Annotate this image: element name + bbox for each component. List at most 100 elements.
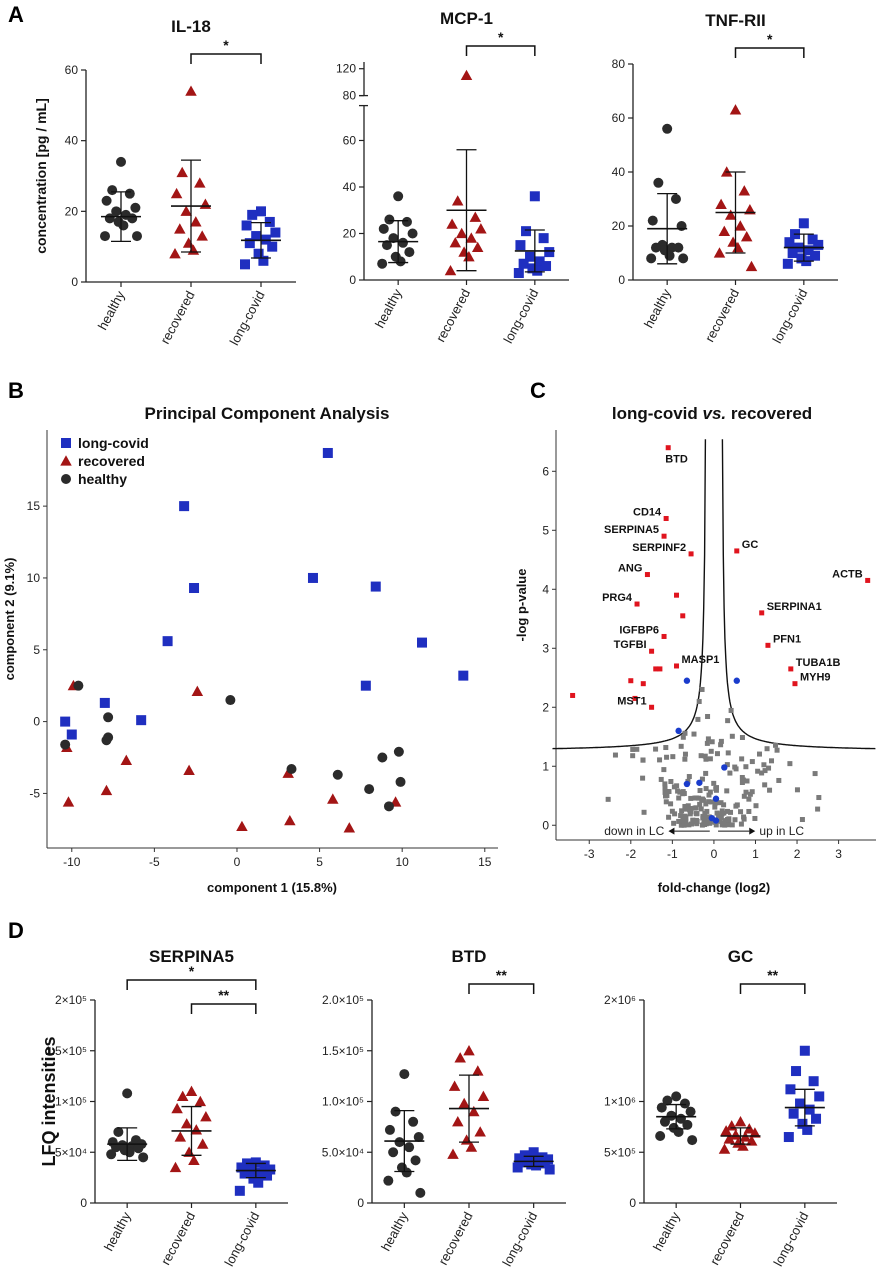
- data-point-healthy: [670, 194, 681, 204]
- significance-label: *: [223, 37, 229, 53]
- nonsig-protein-point: [680, 818, 686, 824]
- pca-point-healthy: [377, 752, 388, 763]
- data-point-healthy: [111, 206, 122, 217]
- nonsig-protein-point: [704, 740, 710, 746]
- data-point-healthy: [393, 191, 404, 202]
- nonsig-protein-point: [697, 801, 703, 807]
- chart-btd: 0 5.0×10⁴ 1.0×10⁵ 1.5×10⁵ 2.0×10⁵ BTD healthy r…: [322, 947, 566, 1269]
- y-tick-label: 1.5×10⁵: [45, 1044, 87, 1058]
- data-point-recovered: [199, 198, 212, 209]
- protein-label: SERPINA1: [767, 601, 822, 613]
- nonsig-protein-point: [698, 806, 704, 812]
- nonsig-protein-point: [640, 775, 646, 781]
- data-point-recovered: [477, 1090, 490, 1102]
- data-point-recovered: [745, 260, 758, 272]
- category-label: recovered: [702, 286, 742, 344]
- data-point-recovered: [729, 1129, 742, 1140]
- data-point-recovered: [169, 247, 181, 259]
- nonsig-protein-point: [701, 820, 707, 826]
- chart-title: Principal Component Analysis: [145, 404, 390, 423]
- pca-point-recovered: [343, 822, 356, 833]
- nonsig-protein-point: [724, 808, 730, 814]
- x-tick-label: 15: [478, 855, 492, 869]
- data-point-healthy: [138, 1152, 149, 1163]
- data-point-long-covid: [814, 1091, 825, 1102]
- y-tick-label: 60: [343, 133, 357, 147]
- data-point-long-covid: [539, 1158, 550, 1169]
- data-point-recovered: [734, 220, 747, 231]
- nonsig-protein-point: [812, 771, 818, 777]
- y-axis-label: -log p-value: [514, 569, 529, 642]
- sig-protein-point: [788, 666, 794, 672]
- nonsig-protein-point: [686, 774, 692, 780]
- nonsig-protein-point: [718, 815, 724, 821]
- nonsig-protein-point: [707, 756, 713, 762]
- nonsig-protein-point: [683, 806, 689, 812]
- nonsig-protein-point: [729, 822, 735, 828]
- category-label: recovered: [158, 1209, 198, 1267]
- data-point-recovered: [196, 1138, 209, 1149]
- data-point-healthy: [408, 1116, 419, 1127]
- legend-label-long-covid: long-covid: [78, 435, 149, 451]
- data-point-long-covid: [258, 255, 269, 266]
- pca-point-long-covid: [417, 637, 428, 648]
- y-tick-label: 10: [27, 571, 41, 585]
- y-tick-label: 0: [80, 1196, 87, 1210]
- nonsig-protein-point: [766, 765, 772, 771]
- data-point-long-covid: [544, 1164, 555, 1175]
- pca-point-long-covid: [66, 729, 77, 740]
- nonsig-protein-point: [678, 822, 684, 828]
- protein-label: ANG: [618, 563, 642, 575]
- nonsig-protein-point: [677, 789, 683, 795]
- nonsig-protein-point: [749, 789, 755, 795]
- highlight-protein-point: [696, 779, 703, 786]
- nonsig-protein-point: [712, 804, 718, 810]
- pca-point-long-covid: [179, 501, 190, 512]
- data-point-long-covid: [807, 234, 818, 245]
- highlight-protein-point: [675, 727, 682, 735]
- data-point-long-covid: [803, 245, 814, 256]
- nonsig-protein-point: [815, 806, 821, 812]
- data-point-long-covid: [262, 1170, 273, 1181]
- category-label: long-covid: [500, 286, 541, 345]
- data-point-recovered: [465, 232, 478, 243]
- y-tick-label: 0: [71, 275, 78, 289]
- data-point-long-covid: [782, 258, 793, 269]
- data-point-recovered: [448, 1080, 461, 1091]
- nonsig-protein-point: [663, 745, 669, 751]
- y-tick-label: 1×10⁶: [604, 1095, 636, 1109]
- nonsig-protein-point: [762, 782, 768, 788]
- data-point-healthy: [384, 1124, 395, 1135]
- y-tick-label: 6: [542, 464, 549, 478]
- data-point-recovered: [444, 264, 457, 276]
- legend-label-healthy: healthy: [78, 471, 127, 487]
- nonsig-protein-point: [653, 746, 659, 752]
- nonsig-protein-point: [769, 758, 775, 764]
- data-point-recovered: [446, 218, 458, 229]
- y-tick-label: 4: [542, 582, 549, 596]
- nonsig-protein-point: [704, 808, 710, 814]
- nonsig-protein-point: [663, 790, 669, 796]
- sig-protein-point: [649, 648, 655, 654]
- nonsig-protein-point: [702, 753, 708, 759]
- highlight-protein-point: [733, 677, 740, 684]
- pca-point-long-covid: [189, 583, 200, 594]
- pca-point-recovered: [120, 754, 133, 765]
- data-point-healthy: [390, 1106, 401, 1117]
- data-point-healthy: [397, 237, 408, 248]
- data-point-healthy: [673, 242, 684, 253]
- data-point-healthy: [116, 156, 126, 167]
- category-label: long-covid: [770, 1209, 811, 1268]
- nonsig-protein-point: [761, 762, 767, 768]
- data-point-long-covid: [253, 1177, 264, 1188]
- pca-point-healthy: [395, 776, 406, 787]
- nonsig-protein-point: [678, 813, 684, 819]
- nonsig-protein-point: [725, 817, 731, 823]
- pca-point-healthy: [60, 739, 71, 750]
- pca-point-recovered: [191, 685, 204, 697]
- nonsig-protein-point: [739, 734, 745, 740]
- nonsig-protein-point: [709, 799, 715, 805]
- y-tick-label: 120: [336, 62, 356, 76]
- data-point-healthy: [685, 1106, 696, 1117]
- significance-label: *: [189, 963, 195, 979]
